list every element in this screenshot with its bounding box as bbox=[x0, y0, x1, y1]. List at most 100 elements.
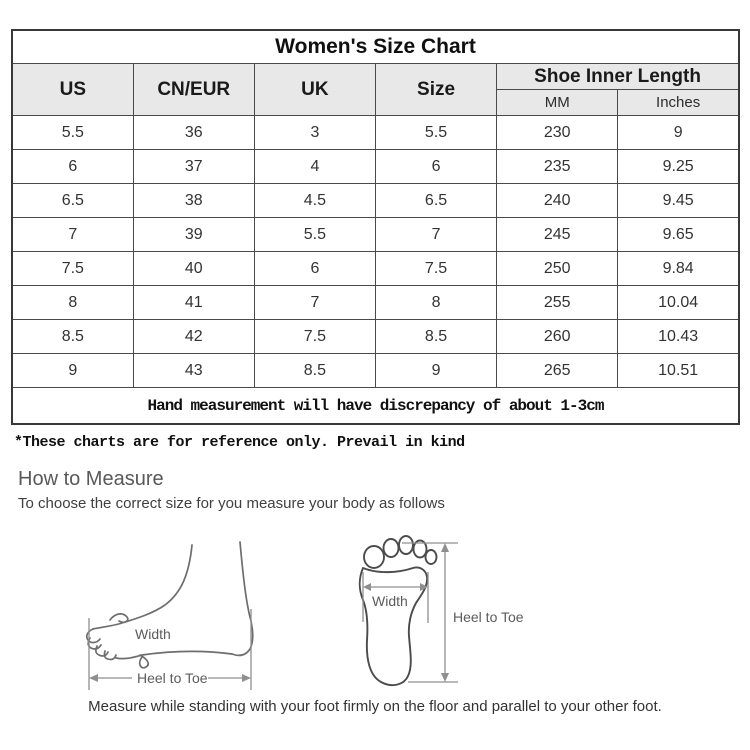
column-header-mm: MM bbox=[496, 89, 619, 116]
cell-size: 7.5 bbox=[374, 251, 498, 286]
footprint-toe bbox=[412, 539, 428, 559]
footprint-toe bbox=[424, 549, 438, 565]
cell-us: 6.5 bbox=[11, 183, 134, 218]
column-header-shoe-inner-length: Shoe Inner Length bbox=[496, 63, 740, 90]
footprint-outline bbox=[358, 566, 429, 687]
column-header-uk: UK bbox=[253, 63, 376, 116]
table-row: 6 37 4 6 235 9.25 bbox=[11, 149, 740, 184]
cell-mm: 260 bbox=[496, 319, 619, 354]
foot-side-view-diagram: Heel to Toe Width bbox=[85, 541, 254, 690]
cell-cn-eur: 39 bbox=[132, 217, 255, 252]
arrow-down-icon bbox=[441, 673, 449, 682]
heel-to-toe-label: Heel to Toe bbox=[453, 609, 524, 625]
cell-uk: 3 bbox=[253, 115, 376, 150]
cell-inches: 10.43 bbox=[617, 319, 740, 354]
cell-us: 7.5 bbox=[11, 251, 134, 286]
cell-size: 8 bbox=[374, 285, 498, 320]
cell-uk: 5.5 bbox=[253, 217, 376, 252]
cell-mm: 265 bbox=[496, 353, 619, 388]
table-row: 8 41 7 8 255 10.04 bbox=[11, 285, 740, 320]
footprint-diagram: Width Heel to Toe bbox=[358, 535, 524, 687]
foot-instep-loop bbox=[109, 613, 129, 624]
size-chart-table: Women's Size Chart US CN/EUR UK Size Sho… bbox=[11, 29, 740, 425]
foot-front-leg-line bbox=[92, 544, 193, 630]
arrow-left-icon bbox=[363, 583, 371, 591]
width-label: Width bbox=[372, 593, 408, 609]
table-row: 7.5 40 6 7.5 250 9.84 bbox=[11, 251, 740, 286]
cell-us: 8 bbox=[11, 285, 134, 320]
size-chart-title: Women's Size Chart bbox=[11, 29, 740, 64]
cell-cn-eur: 42 bbox=[132, 319, 255, 354]
arrow-right-icon bbox=[242, 674, 251, 682]
cell-inches: 10.51 bbox=[617, 353, 740, 388]
cell-inches: 9.45 bbox=[617, 183, 740, 218]
measurement-note: Hand measurement will have discrepancy o… bbox=[11, 387, 740, 425]
cell-inches: 9.84 bbox=[617, 251, 740, 286]
column-header-size: Size bbox=[374, 63, 498, 116]
footnote-row: Hand measurement will have discrepancy o… bbox=[11, 387, 740, 425]
cell-size: 9 bbox=[374, 353, 498, 388]
cell-size: 8.5 bbox=[374, 319, 498, 354]
foot-sole-loop bbox=[138, 654, 150, 669]
cell-mm: 230 bbox=[496, 115, 619, 150]
arrow-left-icon bbox=[89, 674, 98, 682]
table-row: 8.5 42 7.5 8.5 260 10.43 bbox=[11, 319, 740, 354]
footprint-toe bbox=[398, 535, 414, 555]
cell-size: 6 bbox=[374, 149, 498, 184]
cell-uk: 4.5 bbox=[253, 183, 376, 218]
footprint-toe bbox=[382, 538, 400, 558]
column-header-us: US bbox=[11, 63, 134, 116]
cell-us: 5.5 bbox=[11, 115, 134, 150]
cell-mm: 255 bbox=[496, 285, 619, 320]
header-row: US CN/EUR UK Size Shoe Inner Length bbox=[11, 63, 740, 116]
column-header-cn-eur: CN/EUR bbox=[132, 63, 255, 116]
how-to-measure-heading: How to Measure bbox=[18, 468, 164, 490]
cell-cn-eur: 41 bbox=[132, 285, 255, 320]
cell-us: 9 bbox=[11, 353, 134, 388]
table-row: 7 39 5.5 7 245 9.65 bbox=[11, 217, 740, 252]
cell-size: 6.5 bbox=[374, 183, 498, 218]
foot-toe-curl bbox=[95, 645, 109, 657]
table-row: 9 43 8.5 9 265 10.51 bbox=[11, 353, 740, 388]
cell-us: 8.5 bbox=[11, 319, 134, 354]
cell-mm: 250 bbox=[496, 251, 619, 286]
cell-uk: 7 bbox=[253, 285, 376, 320]
cell-size: 5.5 bbox=[374, 115, 498, 150]
footprint-big-toe bbox=[363, 545, 385, 569]
cell-inches: 9 bbox=[617, 115, 740, 150]
cell-uk: 6 bbox=[253, 251, 376, 286]
cell-us: 6 bbox=[11, 149, 134, 184]
cell-mm: 245 bbox=[496, 217, 619, 252]
table-row: 6.5 38 4.5 6.5 240 9.45 bbox=[11, 183, 740, 218]
cell-uk: 8.5 bbox=[253, 353, 376, 388]
measure-instructions: To choose the correct size for you measu… bbox=[18, 495, 445, 512]
cell-cn-eur: 37 bbox=[132, 149, 255, 184]
cell-uk: 7.5 bbox=[253, 319, 376, 354]
foot-sole-line bbox=[115, 650, 233, 660]
cell-size: 7 bbox=[374, 217, 498, 252]
table-row: 5.5 36 3 5.5 230 9 bbox=[11, 115, 740, 150]
cell-cn-eur: 38 bbox=[132, 183, 255, 218]
arrow-up-icon bbox=[441, 543, 449, 552]
cell-uk: 4 bbox=[253, 149, 376, 184]
cell-inches: 9.25 bbox=[617, 149, 740, 184]
heel-to-toe-label: Heel to Toe bbox=[137, 670, 208, 686]
foot-toe-curl bbox=[103, 650, 117, 661]
cell-mm: 235 bbox=[496, 149, 619, 184]
cell-cn-eur: 36 bbox=[132, 115, 255, 150]
cell-inches: 9.65 bbox=[617, 217, 740, 252]
reference-disclaimer: *These charts are for reference only. Pr… bbox=[14, 434, 465, 451]
cell-cn-eur: 43 bbox=[132, 353, 255, 388]
cell-inches: 10.04 bbox=[617, 285, 740, 320]
measure-caption: Measure while standing with your foot fi… bbox=[88, 698, 662, 715]
title-row: Women's Size Chart bbox=[11, 29, 740, 64]
arrow-right-icon bbox=[420, 583, 428, 591]
cell-us: 7 bbox=[11, 217, 134, 252]
column-header-inches: Inches bbox=[617, 89, 740, 116]
cell-cn-eur: 40 bbox=[132, 251, 255, 286]
cell-mm: 240 bbox=[496, 183, 619, 218]
subheader-row: MM Inches bbox=[12, 89, 740, 116]
width-label: Width bbox=[135, 626, 171, 642]
foot-back-leg-line bbox=[231, 541, 254, 657]
